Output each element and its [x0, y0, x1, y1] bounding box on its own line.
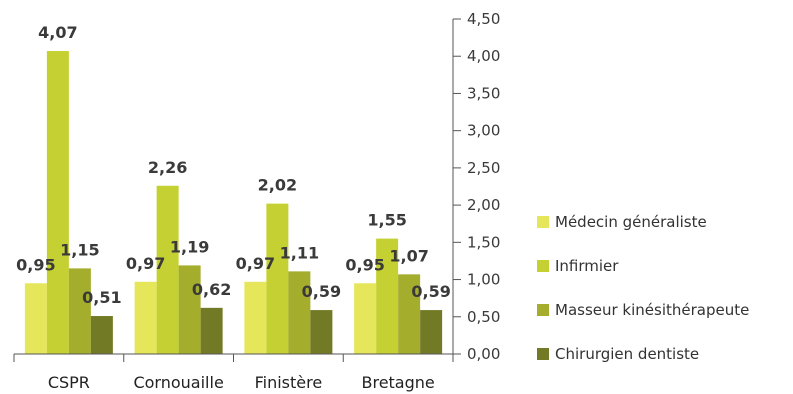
y-tick-label: 4,50	[467, 10, 500, 28]
legend-label: Infirmier	[555, 257, 619, 275]
y-tick-label: 4,00	[467, 47, 500, 65]
data-label: 1,55	[367, 211, 406, 230]
bar-cspr-3	[68, 268, 91, 354]
x-tick-label: Cornouaille	[133, 373, 223, 392]
y-tick-label: 0,00	[467, 345, 500, 363]
y-tick-label: 3,50	[467, 84, 500, 102]
bar-bretagne-4	[420, 310, 443, 354]
data-label: 0,59	[411, 282, 450, 301]
bar-finistère-3	[288, 271, 311, 354]
bar-bretagne-2	[376, 238, 399, 354]
data-labels-group: 0,95 4,07 1,15 0,51 0,97 2,26 1,19 0,62 0,97 2,02…	[16, 23, 451, 307]
data-label: 4,07	[38, 23, 77, 42]
bar-finistère-2	[266, 203, 289, 354]
data-label: 0,97	[126, 254, 165, 273]
legend-swatch	[537, 304, 549, 316]
bar-cornouaille-2	[156, 185, 179, 354]
legend-label: Masseur kinésithérapeute	[555, 301, 750, 319]
x-tick-label: Finistère	[255, 373, 323, 392]
x-tick-label: CSPR	[48, 373, 90, 392]
bar-cornouaille-4	[200, 307, 223, 354]
bars-group	[24, 51, 443, 355]
data-label: 0,97	[236, 254, 275, 273]
y-tick-label: 1,00	[467, 271, 500, 289]
bar-finistère-1	[244, 281, 267, 354]
data-label: 0,59	[302, 282, 341, 301]
data-label: 2,02	[258, 176, 297, 195]
bar-cspr-2	[46, 51, 69, 355]
y-tick-label: 3,00	[467, 122, 500, 140]
data-label: 1,15	[60, 240, 99, 259]
data-label: 1,07	[389, 246, 428, 265]
y-tick-label: 2,50	[467, 159, 500, 177]
y-tick-label: 0,50	[467, 308, 500, 326]
bar-cspr-1	[24, 283, 47, 354]
data-label: 1,19	[170, 237, 209, 256]
legend-item: Masseur kinésithérapeute	[537, 288, 793, 332]
data-label: 1,11	[280, 243, 319, 262]
legend-item: Infirmier	[537, 244, 793, 288]
legend-label: Chirurgien dentiste	[555, 345, 700, 363]
legend-item: Médecin généraliste	[537, 200, 793, 244]
bar-cornouaille-1	[134, 281, 157, 354]
legend-label: Médecin généraliste	[555, 213, 707, 231]
bar-bretagne-1	[354, 283, 377, 354]
x-tick-label: Bretagne	[361, 373, 434, 392]
bar-bretagne-3	[398, 274, 421, 354]
data-label: 0,95	[345, 255, 384, 274]
legend-item: Chirurgien dentiste	[537, 332, 793, 376]
data-label: 0,51	[82, 288, 121, 307]
data-label: 0,62	[192, 280, 231, 299]
legend: Médecin généraliste Infirmier Masseur kiné…	[537, 200, 793, 376]
axes-group: CSPR Cornouaille Finistère Bretagne 0,00 0,50…	[13, 10, 500, 392]
legend-swatch	[537, 348, 549, 360]
y-tick-label: 1,50	[467, 233, 500, 251]
bar-finistère-4	[310, 310, 333, 354]
legend-swatch	[537, 260, 549, 272]
data-label: 0,95	[16, 255, 55, 274]
data-label: 2,26	[148, 158, 187, 177]
legend-swatch	[537, 216, 549, 228]
y-tick-label: 2,00	[467, 196, 500, 214]
bar-cspr-4	[90, 316, 113, 354]
bar-cornouaille-3	[178, 265, 201, 354]
